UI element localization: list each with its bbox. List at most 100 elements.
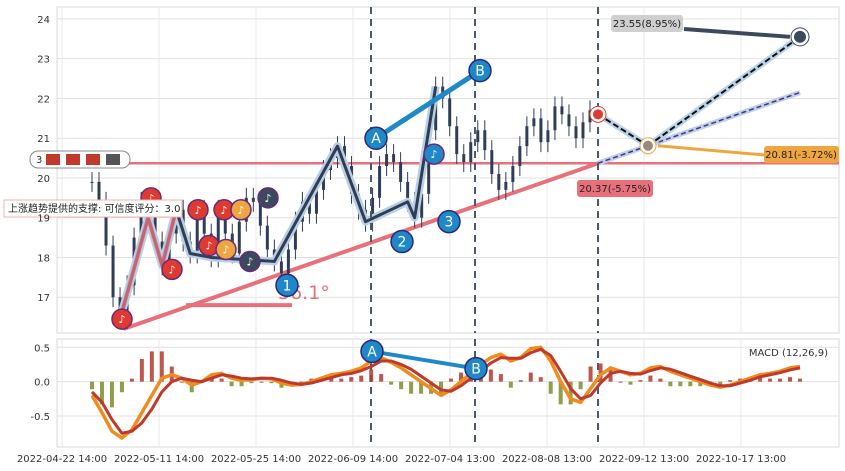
macd-hist-bar (688, 381, 693, 387)
price-y-tick: 18 (37, 253, 50, 264)
macd-hist-bar (718, 381, 723, 385)
note-icon: ♪ (264, 192, 271, 205)
price-y-tick: 21 (37, 134, 50, 145)
macd-hist-bar (558, 381, 563, 405)
note-icon: ♪ (205, 240, 212, 253)
macd-hist-bar (638, 380, 643, 382)
pattern-marker (364, 126, 388, 150)
macd-y-tick: 0.0 (34, 378, 50, 389)
candle-body (567, 114, 571, 127)
macd-hist-bar (159, 351, 164, 382)
candle-body (90, 181, 94, 183)
candle-body (111, 245, 115, 298)
pattern-marker (468, 58, 492, 83)
macd-hist-bar (658, 378, 663, 382)
macd-hist-bar (419, 381, 424, 394)
macd-hist-bar (359, 375, 364, 382)
macd-hist-bar (488, 369, 493, 382)
note-marker (111, 308, 133, 330)
macd-marker-label: B (471, 362, 481, 378)
macd-hist-bar (758, 377, 763, 382)
candle-body (293, 221, 297, 250)
candle-body (378, 166, 382, 198)
callout-box-high (611, 15, 683, 32)
macd-hist-bar (189, 381, 194, 393)
macd-hist-bar (299, 381, 304, 383)
support-note-text: 上涨趋势提供的支撑: 可信度评分：3.0 (8, 202, 180, 215)
candle-body (483, 130, 487, 151)
note-icon: ♪ (237, 204, 244, 217)
macd-hist-bar (618, 381, 623, 383)
candle-body (371, 197, 375, 222)
macd-y-tick: 0.5 (34, 343, 50, 354)
callout-text-high: 23.55(8.95%) (613, 19, 681, 30)
x-tick-label: 2022-09-12 13:00 (599, 454, 689, 465)
candle-body (258, 201, 262, 226)
macd-hist-bar (508, 381, 513, 388)
callout-arrow-high (683, 27, 791, 39)
macd-hist-bar (518, 380, 523, 382)
macd-hist-bar (109, 381, 114, 408)
support-note-box (3, 199, 183, 218)
price-y-tick: 17 (37, 293, 50, 304)
x-tick-label: 2022-06-09 14:00 (308, 454, 398, 465)
macd-legend: MACD (12,26,9) (749, 348, 828, 359)
candle-body (237, 221, 241, 254)
macd-hist-bar (448, 378, 453, 382)
macd-line (90, 345, 801, 440)
macd-hist-bar (788, 377, 793, 382)
candle-body (574, 126, 578, 139)
support-trend-line (122, 161, 599, 331)
macd-hist-bar (458, 372, 463, 382)
signal-line (90, 347, 801, 435)
candle-body (448, 98, 452, 127)
macd-hist-bar (598, 363, 603, 382)
macd-hist-bar (628, 381, 633, 385)
candle-body (490, 150, 494, 174)
macd-hist-bar (339, 378, 344, 382)
projection-dash-1 (597, 113, 649, 147)
macd-hist-bar (369, 369, 374, 382)
candle-body (406, 181, 410, 202)
pattern-marker-label: 1 (283, 278, 292, 294)
candle-body (307, 201, 311, 214)
candle-body (455, 126, 459, 155)
macd-hist-bar (409, 381, 414, 394)
macd-y-tick: -0.5 (30, 412, 50, 423)
macd-hist-bar (149, 351, 154, 382)
candle-body (216, 209, 220, 258)
macd-hist-bar (668, 381, 673, 387)
price-y-tick: 23 (37, 55, 50, 66)
macd-hist-bar (269, 381, 274, 384)
price-y-tick: 24 (37, 15, 50, 26)
note-icon: ♪ (246, 255, 253, 268)
macd-hist-bar (229, 381, 234, 387)
candle-body (223, 209, 227, 234)
macd-hist-bar (538, 377, 543, 382)
macd-hist-bar (219, 378, 224, 382)
macd-hist-bar (439, 381, 444, 394)
macd-hist-bar (608, 369, 613, 382)
note-marker (239, 250, 261, 273)
macd-ab-link (371, 349, 477, 371)
candle-body (581, 122, 585, 139)
macd-hist-bar (698, 381, 703, 387)
note-marker (423, 143, 445, 165)
projection-mid (643, 140, 653, 151)
macd-hist-bar (728, 380, 733, 382)
candle-body (462, 154, 466, 163)
candle-body (532, 118, 536, 127)
macd-hist-bar (139, 358, 144, 382)
macd-hist-bar (239, 381, 244, 387)
x-tick-label: 2022-05-11 14:00 (114, 454, 204, 465)
macd-hist-bar (399, 381, 404, 390)
macd-hist-bar (379, 374, 384, 382)
pattern-marker-label: 2 (398, 235, 407, 251)
note-marker (187, 199, 209, 221)
x-tick-label: 2022-04-22 14:00 (17, 454, 107, 465)
legend-swatch (106, 154, 120, 165)
note-icon: ♪ (147, 192, 154, 205)
candle-body (420, 193, 424, 218)
note-icon: ♪ (220, 204, 227, 217)
